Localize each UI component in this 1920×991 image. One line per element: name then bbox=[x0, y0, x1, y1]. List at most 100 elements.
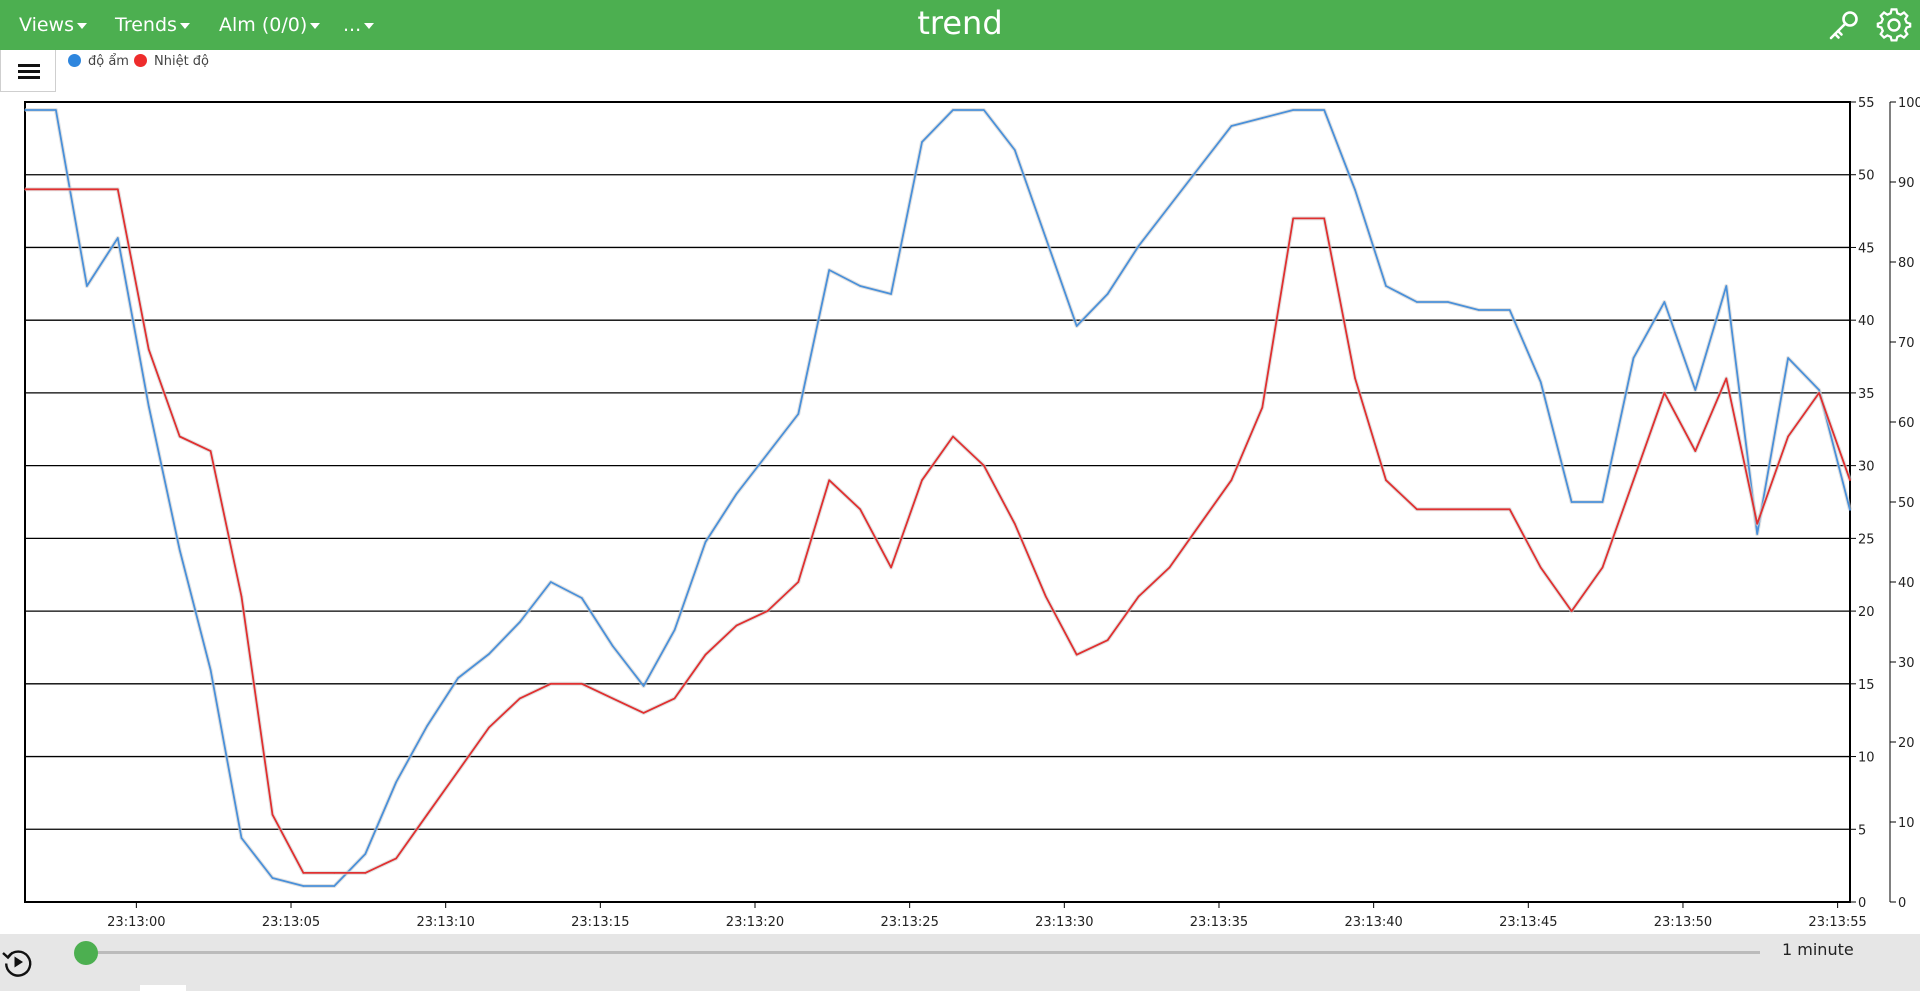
data-point bbox=[271, 813, 274, 816]
data-point bbox=[1725, 377, 1728, 380]
key-icon[interactable] bbox=[1826, 7, 1862, 43]
data-point bbox=[735, 493, 738, 495]
y-right-tick-label: 100 bbox=[1898, 96, 1920, 111]
views-menu[interactable]: Views bbox=[19, 0, 87, 50]
series-line-temperature bbox=[25, 188, 1851, 874]
data-point bbox=[1106, 293, 1109, 295]
x-tick-label: 23:13:00 bbox=[107, 915, 165, 930]
data-point bbox=[364, 853, 367, 855]
alarms-menu[interactable]: Alm (0/0) bbox=[219, 0, 321, 50]
legend-item-temperature[interactable]: Nhiệt độ bbox=[134, 54, 209, 69]
chevron-down-icon bbox=[179, 22, 190, 29]
data-point bbox=[364, 872, 367, 874]
series-line-humidity-shadow bbox=[25, 108, 1852, 888]
trends-menu[interactable]: Trends bbox=[115, 0, 190, 50]
data-point bbox=[1818, 389, 1820, 391]
data-point bbox=[457, 770, 459, 772]
x-tick-label: 23:13:45 bbox=[1499, 915, 1557, 930]
data-point bbox=[611, 645, 614, 647]
data-point bbox=[952, 109, 954, 111]
data-point bbox=[642, 685, 645, 687]
data-point bbox=[983, 109, 985, 111]
gear-icon[interactable] bbox=[1876, 7, 1912, 43]
data-point bbox=[178, 549, 181, 551]
data-point bbox=[1478, 508, 1480, 511]
y-left-tick-label: 20 bbox=[1858, 605, 1875, 620]
data-point bbox=[209, 669, 212, 671]
data-point bbox=[147, 405, 150, 407]
data-point bbox=[24, 109, 26, 111]
data-point bbox=[302, 872, 305, 874]
data-point bbox=[457, 677, 459, 679]
time-range-label[interactable]: 1 minute bbox=[1782, 940, 1854, 959]
data-point bbox=[1787, 357, 1789, 359]
data-point bbox=[550, 581, 552, 583]
y-left-tick-label: 50 bbox=[1858, 169, 1875, 184]
data-point bbox=[1230, 479, 1233, 482]
data-point bbox=[1508, 508, 1511, 511]
data-point bbox=[1323, 217, 1325, 220]
timeline-track[interactable] bbox=[86, 951, 1760, 954]
y-left-tick-label: 5 bbox=[1858, 823, 1866, 838]
data-point bbox=[1787, 435, 1789, 438]
data-point bbox=[1849, 509, 1851, 511]
data-point bbox=[1230, 125, 1233, 127]
data-point bbox=[921, 141, 923, 143]
data-point bbox=[1137, 595, 1140, 598]
data-point bbox=[55, 188, 57, 191]
y-left-tick-label: 10 bbox=[1858, 751, 1875, 766]
y-right-tick-label: 90 bbox=[1898, 176, 1915, 191]
data-point bbox=[302, 885, 305, 887]
data-point bbox=[271, 877, 274, 879]
data-point bbox=[797, 581, 800, 583]
trend-chart[interactable]: 0 5 10 15 20 25 30 35 40 45 50 55 0 10 20 30 40 50 60 70 80 9… bbox=[0, 92, 1920, 934]
data-point bbox=[1385, 479, 1387, 482]
data-point bbox=[1354, 377, 1356, 380]
data-point bbox=[333, 885, 336, 887]
data-point bbox=[426, 725, 428, 727]
data-point bbox=[1075, 325, 1078, 327]
data-point bbox=[1292, 109, 1294, 111]
data-point bbox=[673, 697, 676, 700]
replay-icon[interactable] bbox=[0, 944, 36, 980]
data-point bbox=[488, 726, 490, 729]
y-left-tick-label: 55 bbox=[1858, 96, 1875, 111]
x-tick-label: 23:13:30 bbox=[1035, 915, 1093, 930]
data-point bbox=[24, 188, 26, 191]
data-point bbox=[1632, 357, 1635, 359]
chevron-down-icon bbox=[364, 22, 375, 29]
data-point bbox=[395, 857, 398, 860]
data-point bbox=[1416, 508, 1418, 511]
x-tick-label: 23:13:55 bbox=[1808, 915, 1866, 930]
data-point bbox=[1756, 533, 1758, 535]
legend-item-humidity[interactable]: độ ẩm bbox=[68, 54, 129, 69]
data-point bbox=[1261, 117, 1264, 119]
data-point bbox=[983, 464, 985, 467]
data-point bbox=[1663, 392, 1666, 394]
x-tick-label: 23:13:40 bbox=[1344, 915, 1402, 930]
bottom-tab bbox=[140, 985, 186, 991]
hamburger-icon-bar bbox=[18, 76, 40, 79]
timeline-slider-handle[interactable] bbox=[74, 941, 98, 965]
data-point bbox=[890, 566, 892, 569]
chevron-down-icon bbox=[310, 22, 321, 29]
data-point bbox=[1570, 610, 1573, 612]
x-tick-label: 23:13:25 bbox=[880, 915, 938, 930]
data-point bbox=[828, 479, 830, 482]
y-left-tick-label: 40 bbox=[1858, 314, 1875, 329]
series-line-humidity bbox=[25, 109, 1851, 887]
hamburger-menu-button[interactable] bbox=[0, 50, 56, 92]
data-point bbox=[209, 450, 212, 452]
data-point bbox=[642, 712, 645, 714]
data-point bbox=[333, 872, 336, 874]
data-point bbox=[859, 285, 861, 287]
x-tick-label: 23:13:35 bbox=[1190, 915, 1248, 930]
data-point bbox=[735, 624, 738, 627]
more-menu[interactable]: ... bbox=[343, 0, 375, 50]
data-point bbox=[766, 610, 769, 612]
y-right-tick-label: 30 bbox=[1898, 656, 1915, 671]
data-point bbox=[1106, 639, 1109, 641]
y-left-tick-label: 35 bbox=[1858, 387, 1875, 402]
data-point bbox=[178, 435, 181, 438]
data-point bbox=[1725, 285, 1728, 287]
